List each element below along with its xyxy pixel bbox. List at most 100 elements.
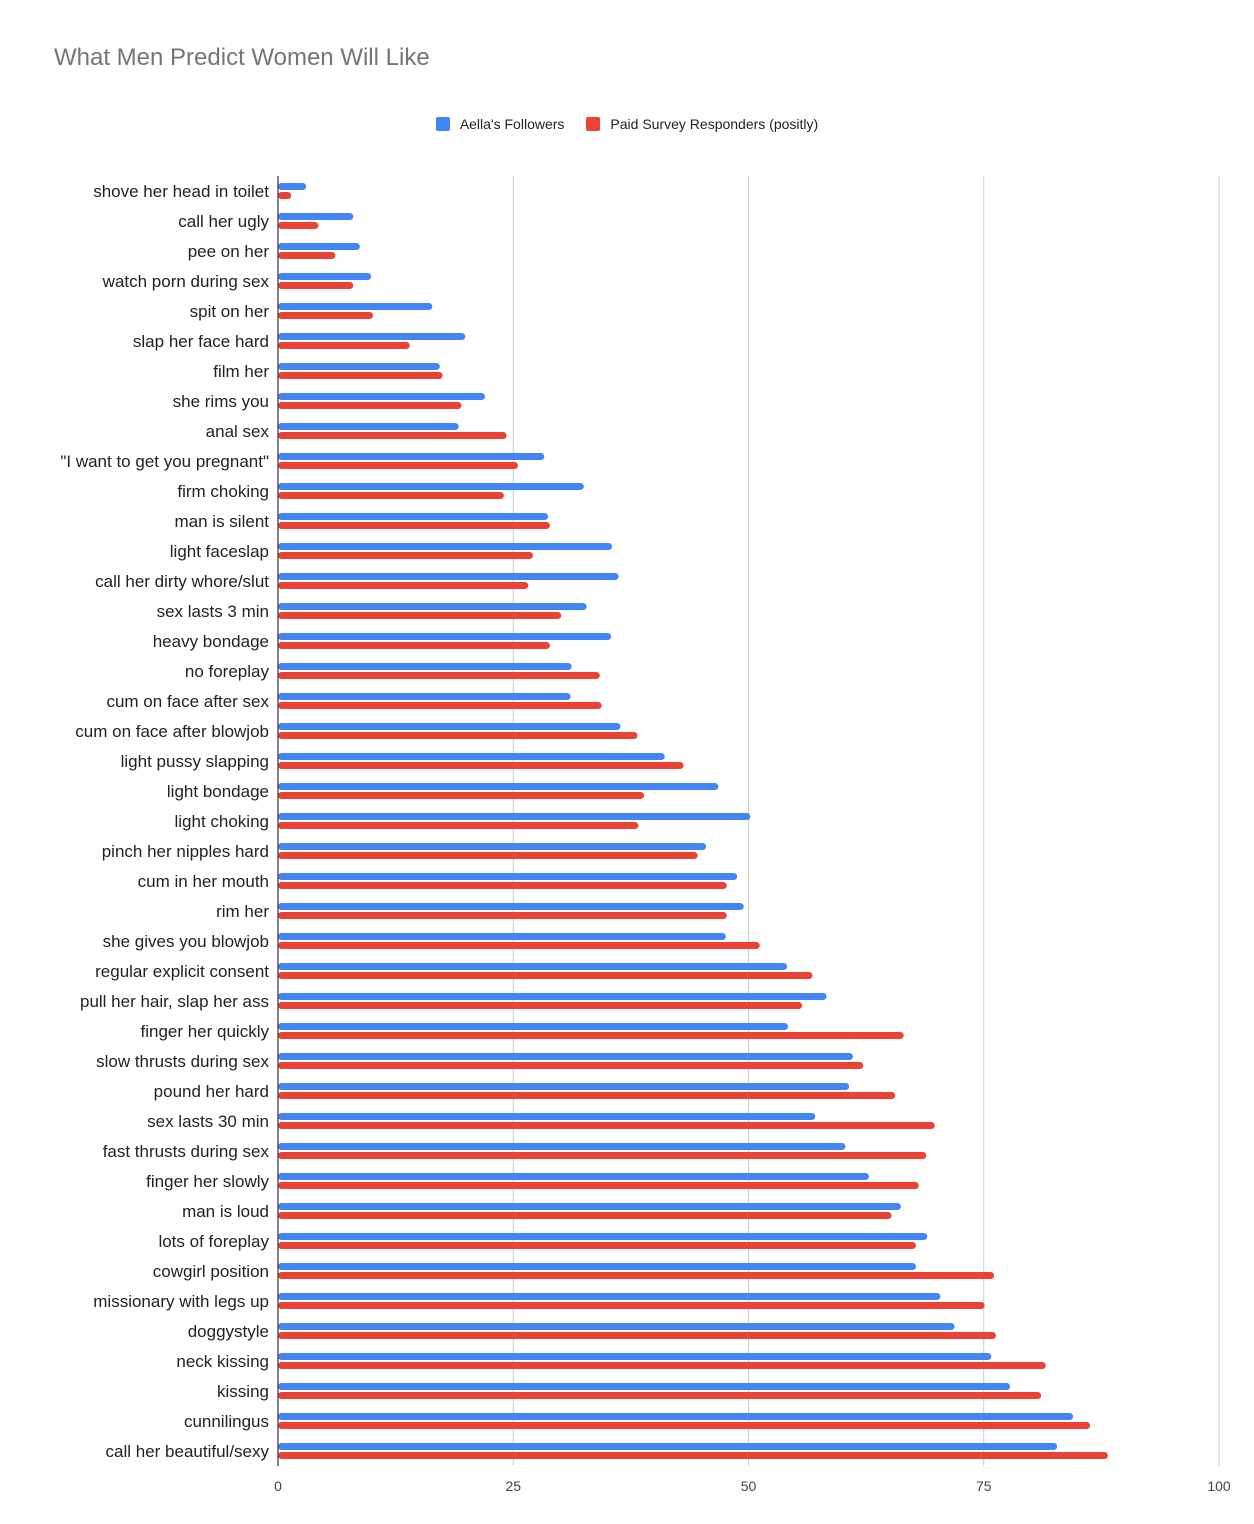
bar-paid-10 <box>278 492 504 499</box>
bar-aella-11 <box>278 513 549 520</box>
bar-paid-28 <box>278 1032 904 1039</box>
bar-paid-2 <box>278 252 336 259</box>
bar-aella-5 <box>278 333 466 340</box>
bar-aella-32 <box>278 1143 846 1150</box>
legend-item-paid[interactable]: Paid Survey Responders (positly) <box>586 116 818 132</box>
bar-paid-40 <box>278 1392 1042 1399</box>
category-label: anal sex <box>206 422 270 441</box>
bar-aella-24 <box>278 903 744 910</box>
bar-aella-27 <box>278 993 827 1000</box>
bar-aella-7 <box>278 393 486 400</box>
category-label: rim her <box>216 902 269 921</box>
category-label: man is silent <box>175 512 270 531</box>
category-label: missionary with legs up <box>93 1292 269 1311</box>
legend-label-aella: Aella's Followers <box>459 116 565 132</box>
bar-aella-26 <box>278 963 788 970</box>
legend-label-paid: Paid Survey Responders (positly) <box>610 116 819 132</box>
bar-aella-29 <box>278 1053 853 1060</box>
legend: Aella's Followers Paid Survey Responders… <box>0 116 1254 132</box>
bar-paid-29 <box>278 1062 864 1069</box>
category-label: call her ugly <box>178 212 269 231</box>
x-tick-label: 75 <box>976 1478 992 1494</box>
bar-aella-20 <box>278 783 719 790</box>
category-label: firm choking <box>177 482 269 501</box>
bar-paid-5 <box>278 342 410 349</box>
category-label: cowgirl position <box>153 1262 269 1281</box>
bar-paid-4 <box>278 312 374 319</box>
bar-paid-34 <box>278 1212 892 1219</box>
bar-paid-6 <box>278 372 443 379</box>
bar-aella-3 <box>278 273 372 280</box>
bar-aella-1 <box>278 213 354 220</box>
category-label: doggystyle <box>188 1322 269 1341</box>
bar-paid-7 <box>278 402 462 409</box>
category-label: slap her face hard <box>133 332 269 351</box>
bar-aella-38 <box>278 1323 955 1330</box>
category-label: regular explicit consent <box>95 962 269 981</box>
bar-paid-26 <box>278 972 813 979</box>
category-label: sex lasts 30 min <box>147 1112 269 1131</box>
x-tick-label: 25 <box>505 1478 521 1494</box>
bar-aella-31 <box>278 1113 816 1120</box>
x-tick-label: 100 <box>1207 1478 1231 1494</box>
bar-paid-14 <box>278 612 562 619</box>
bar-aella-9 <box>278 453 545 460</box>
bar-aella-4 <box>278 303 433 310</box>
legend-swatch-aella <box>435 117 450 131</box>
bar-paid-20 <box>278 792 645 799</box>
bar-aella-13 <box>278 573 619 580</box>
bar-aella-6 <box>278 363 440 370</box>
category-label: light faceslap <box>170 542 269 561</box>
category-label: spit on her <box>190 302 270 321</box>
bar-aella-40 <box>278 1383 1011 1390</box>
bar-aella-36 <box>278 1263 916 1270</box>
bar-paid-1 <box>278 222 319 229</box>
category-label: pound her hard <box>154 1082 269 1101</box>
category-label: fast thrusts during sex <box>103 1142 270 1161</box>
category-label: film her <box>213 362 269 381</box>
bar-paid-25 <box>278 942 760 949</box>
bar-paid-37 <box>278 1302 985 1309</box>
category-label: pull her hair, slap her ass <box>80 992 269 1011</box>
category-label: pee on her <box>188 242 270 261</box>
category-label: she gives you blowjob <box>103 932 269 951</box>
category-label: finger her quickly <box>140 1022 269 1041</box>
bar-aella-18 <box>278 723 621 730</box>
bar-aella-12 <box>278 543 613 550</box>
bar-paid-8 <box>278 432 507 439</box>
bar-paid-41 <box>278 1422 1091 1429</box>
bar-paid-3 <box>278 282 354 289</box>
category-label: cum in her mouth <box>138 872 269 891</box>
category-label: cunnilingus <box>184 1412 269 1431</box>
category-label: shove her head in toilet <box>93 182 269 201</box>
bar-paid-35 <box>278 1242 916 1249</box>
category-label: no foreplay <box>185 662 270 681</box>
bar-paid-15 <box>278 642 550 649</box>
bar-paid-13 <box>278 582 529 589</box>
bar-paid-22 <box>278 852 698 859</box>
category-label: call her dirty whore/slut <box>95 572 269 591</box>
bar-paid-12 <box>278 552 534 559</box>
bar-paid-27 <box>278 1002 803 1009</box>
bar-aella-33 <box>278 1173 869 1180</box>
bar-paid-36 <box>278 1272 995 1279</box>
chart-title: What Men Predict Women Will Like <box>54 44 430 71</box>
bar-aella-19 <box>278 753 665 760</box>
bar-aella-14 <box>278 603 587 610</box>
category-label: heavy bondage <box>153 632 269 651</box>
bar-aella-39 <box>278 1353 992 1360</box>
category-label: call her beautiful/sexy <box>106 1442 270 1461</box>
bar-paid-19 <box>278 762 684 769</box>
legend-item-aella[interactable]: Aella's Followers <box>435 116 565 132</box>
category-label: kissing <box>217 1382 269 1401</box>
bar-paid-31 <box>278 1122 935 1129</box>
bar-aella-16 <box>278 663 572 670</box>
category-label: slow thrusts during sex <box>96 1052 269 1071</box>
bar-paid-18 <box>278 732 638 739</box>
bar-paid-42 <box>278 1452 1108 1459</box>
bar-aella-28 <box>278 1023 789 1030</box>
category-label: watch porn during sex <box>102 272 270 291</box>
category-label: cum on face after blowjob <box>75 722 269 741</box>
category-label: neck kissing <box>176 1352 269 1371</box>
